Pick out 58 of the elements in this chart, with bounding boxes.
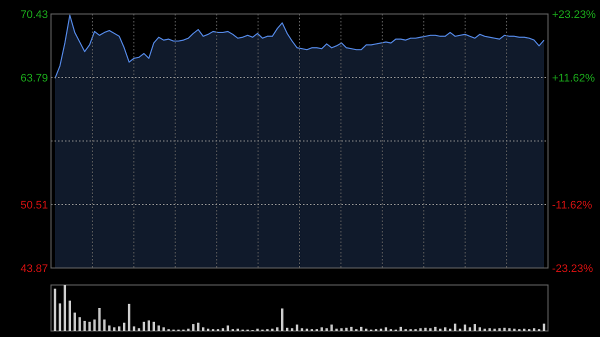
bar	[142, 322, 146, 331]
y2-tick-label: -11.62%	[552, 199, 592, 212]
y-tick-label: 70.43	[20, 8, 48, 21]
bar	[345, 328, 348, 331]
bar	[286, 328, 288, 331]
y2-tick-label: +23.23%	[552, 8, 596, 21]
bar	[148, 320, 150, 331]
bar	[122, 322, 126, 331]
bar	[400, 326, 402, 331]
bar	[330, 324, 333, 331]
bar	[429, 328, 432, 331]
bar	[325, 328, 328, 331]
bar	[498, 328, 501, 331]
bar	[78, 317, 81, 331]
bar	[320, 327, 323, 331]
bar	[158, 325, 160, 331]
bar	[508, 328, 511, 331]
bar	[488, 328, 491, 331]
bar	[68, 300, 72, 331]
bar	[192, 324, 195, 331]
bar	[532, 328, 536, 331]
y-tick-label: 43.87	[20, 262, 48, 275]
bar	[103, 320, 106, 331]
bar	[74, 312, 76, 331]
bar	[202, 327, 204, 331]
bar	[281, 308, 284, 331]
bar	[276, 327, 278, 331]
bar	[419, 328, 422, 331]
bar	[222, 328, 224, 331]
bar	[478, 327, 481, 331]
bar	[444, 327, 446, 331]
bar	[162, 327, 165, 331]
bar	[360, 326, 362, 331]
bar	[118, 326, 120, 331]
bar	[226, 325, 230, 331]
bar	[88, 322, 91, 331]
bar	[434, 326, 437, 331]
bar	[290, 328, 294, 331]
bar	[128, 304, 130, 331]
y2-tick-label: -23.23%	[552, 262, 594, 275]
bar	[340, 328, 343, 331]
bar	[152, 322, 155, 331]
bar	[300, 328, 304, 331]
bar	[468, 327, 472, 331]
y-tick-label: 50.51	[20, 199, 48, 212]
bar	[454, 324, 456, 331]
y-tick-label: 63.79	[20, 72, 48, 84]
bar	[474, 324, 476, 331]
bar	[384, 327, 388, 331]
bar	[197, 322, 200, 331]
bar	[113, 327, 116, 331]
bar	[108, 325, 111, 331]
y2-tick-label: +11.62%	[552, 72, 596, 84]
bar	[58, 303, 62, 331]
bar	[350, 326, 353, 331]
bar	[83, 320, 86, 331]
bar	[138, 328, 140, 331]
bar	[64, 285, 66, 331]
